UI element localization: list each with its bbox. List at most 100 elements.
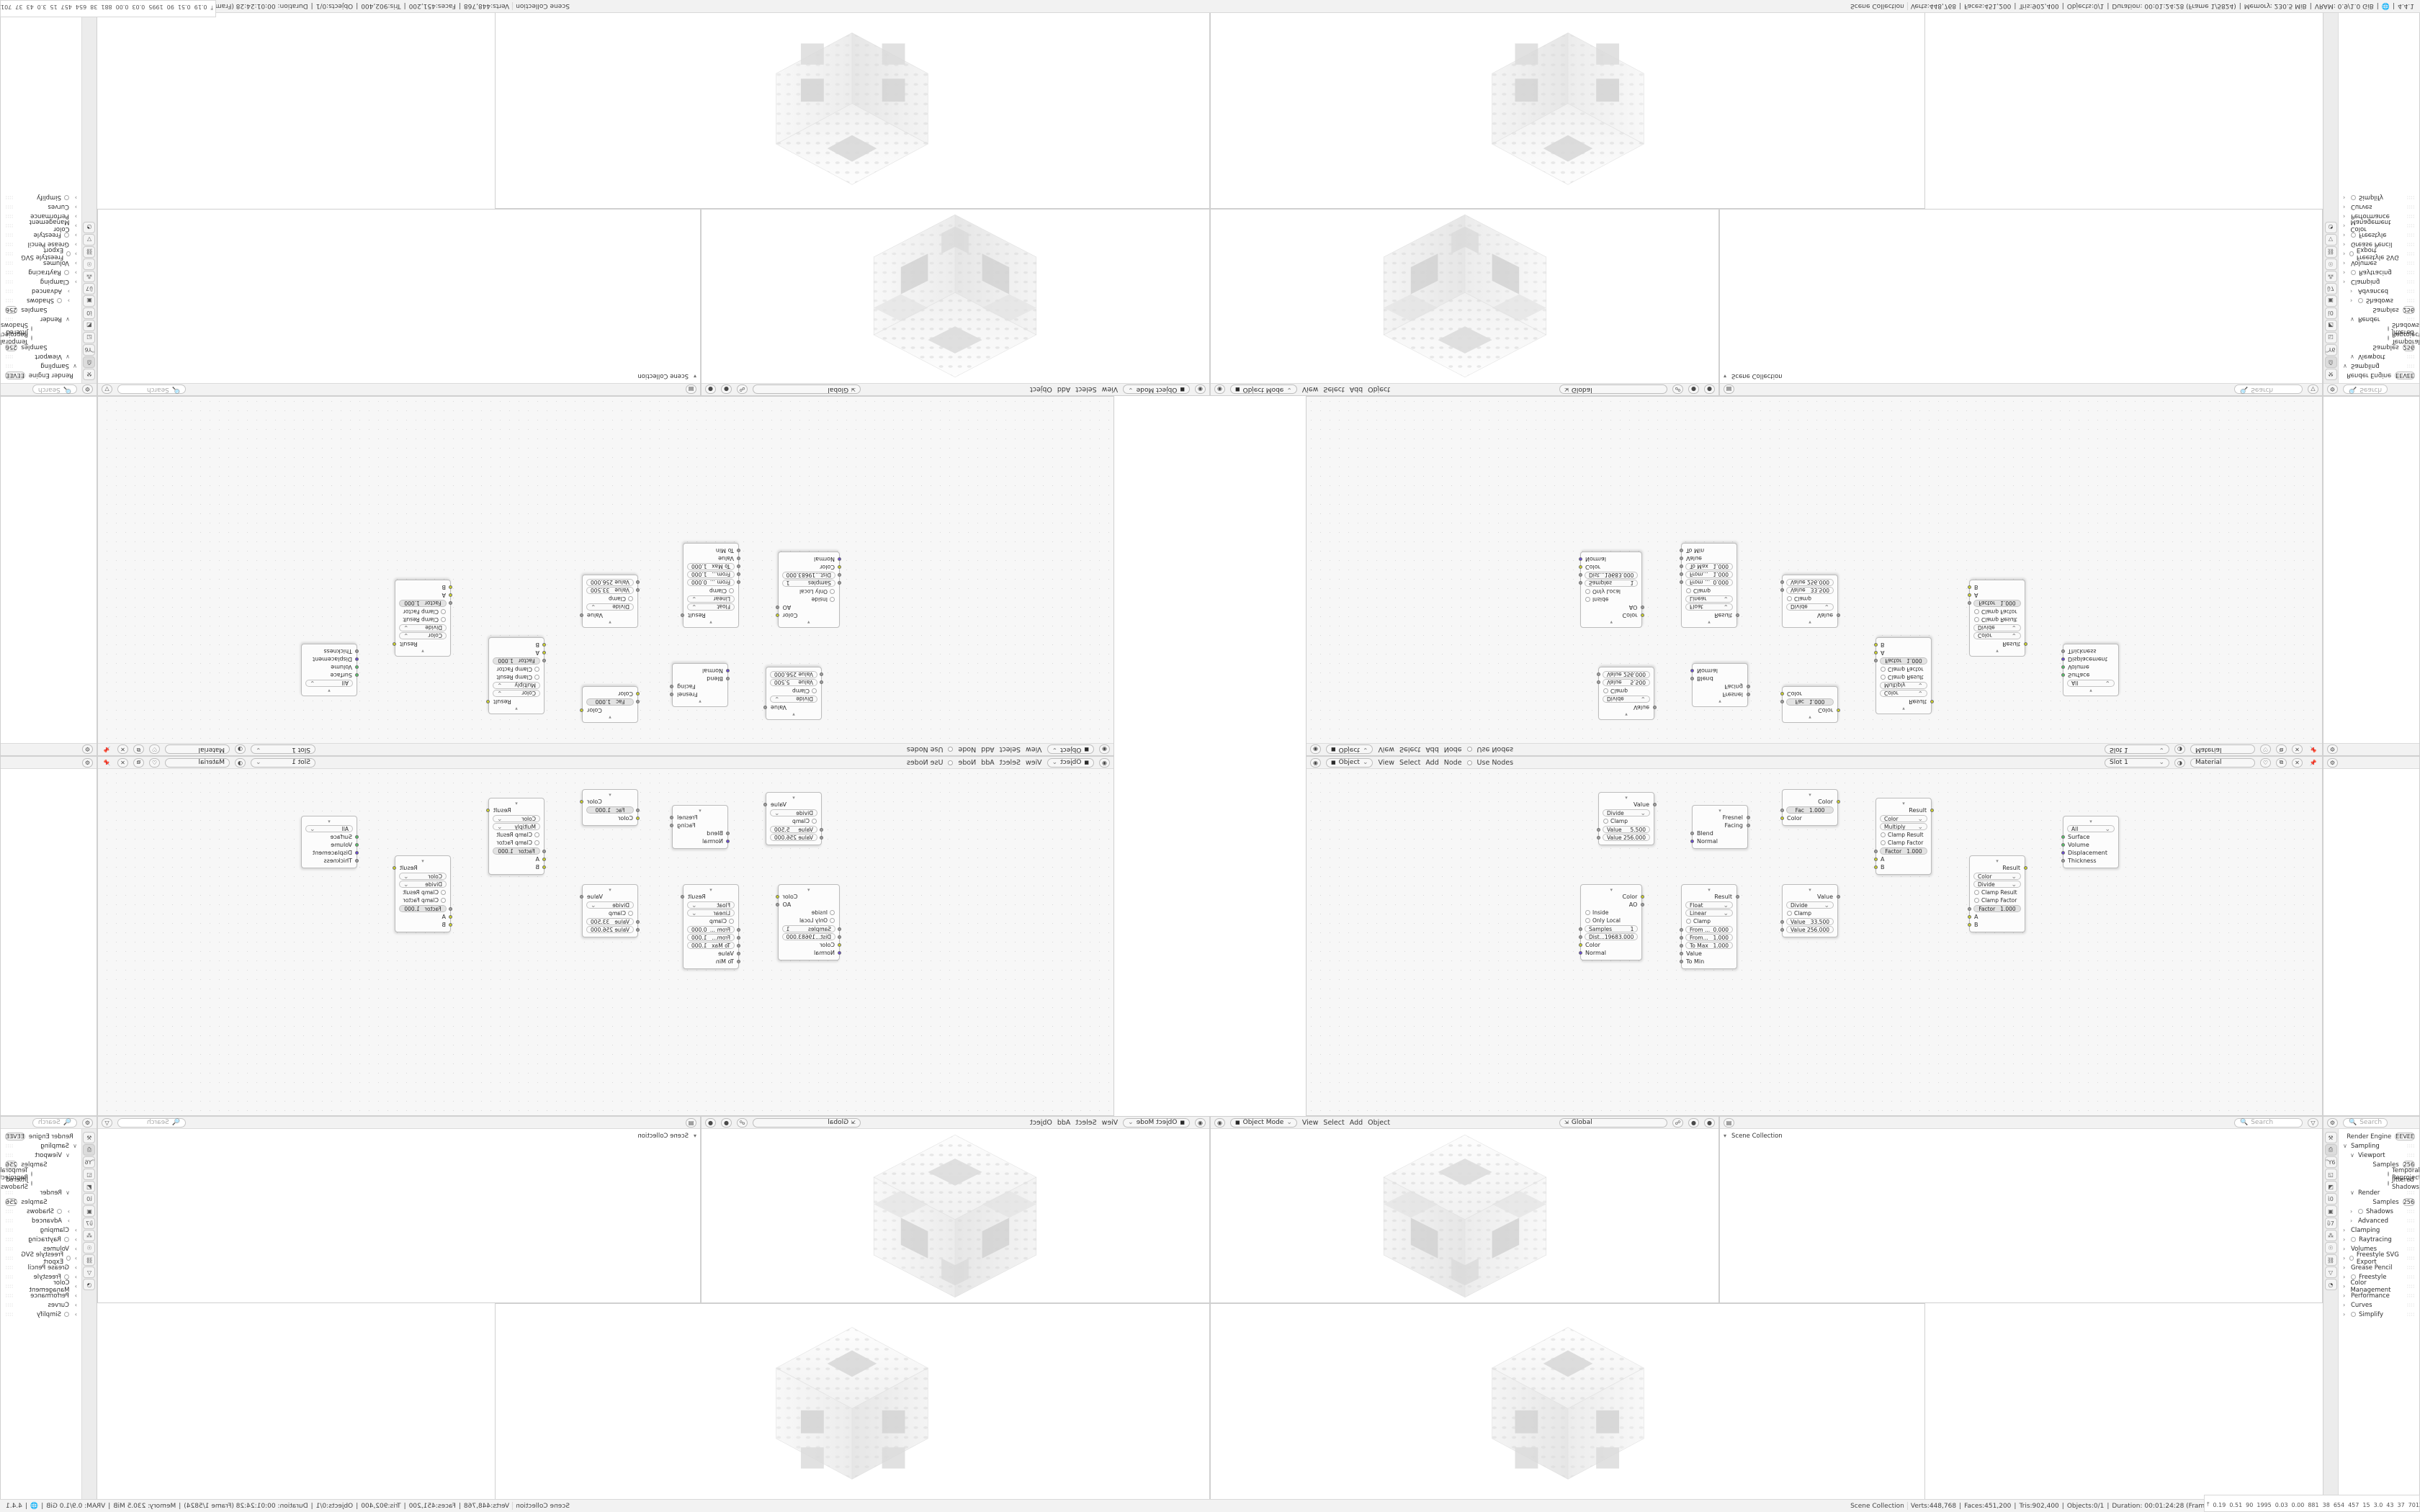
node-output-socket[interactable]: Facing bbox=[670, 822, 727, 829]
node-fresnel-layerweight[interactable]: ▾ Fresnel Facing Blend Normal bbox=[670, 663, 730, 707]
node-menu-add[interactable]: Add bbox=[981, 758, 995, 767]
node-dropdown[interactable]: Multiply bbox=[493, 823, 540, 830]
node-dropdown[interactable]: Color bbox=[1973, 632, 2021, 639]
node-dropdown[interactable]: Float bbox=[1685, 901, 1733, 909]
properties-search-input[interactable]: 🔍 Search bbox=[32, 1117, 77, 1128]
node-checkbox[interactable]: Clamp bbox=[766, 687, 821, 695]
duplicate-material-icon[interactable]: ⧉ bbox=[2276, 757, 2287, 768]
properties-tab-particles-icon[interactable]: ⁂ bbox=[83, 1230, 96, 1241]
node-menu-add[interactable]: Add bbox=[981, 745, 995, 754]
pin-icon[interactable]: 📌 bbox=[103, 746, 111, 753]
node-input-socket[interactable]: Normal bbox=[673, 667, 730, 675]
pin-icon[interactable]: 📌 bbox=[2309, 759, 2317, 766]
node-checkbox[interactable]: Inside bbox=[779, 909, 839, 917]
node-ambient-occlusion[interactable]: ▾ Color AO Inside Only Local Samples 1 Dist... 1… bbox=[776, 884, 842, 960]
proportional-edit-icon[interactable]: ● bbox=[1688, 1117, 1699, 1128]
node-input-socket[interactable]: Thickness bbox=[302, 647, 359, 655]
disclosure-icon[interactable]: › bbox=[2343, 213, 2346, 220]
node-dropdown[interactable]: Color bbox=[493, 815, 540, 822]
node-dropdown[interactable]: Color bbox=[399, 632, 447, 639]
panel-freestyle[interactable]: › Freestyle ∷∷ bbox=[2343, 1272, 2415, 1282]
viewport-menu-select[interactable]: Select bbox=[1075, 1118, 1097, 1127]
panel-sampling[interactable]: ∨ Sampling ∷∷ bbox=[2343, 1141, 2415, 1151]
disclosure-icon[interactable]: › bbox=[74, 1274, 77, 1280]
node-output-socket[interactable]: Color bbox=[1581, 611, 1644, 619]
disclosure-icon[interactable]: › bbox=[2350, 1208, 2353, 1215]
viewport-menu-add[interactable]: Add bbox=[1349, 385, 1363, 394]
node-input-socket[interactable]: Value bbox=[1679, 950, 1736, 958]
node-dropdown[interactable]: Divide bbox=[586, 603, 634, 611]
node-collapse-icon[interactable]: ▾ bbox=[328, 818, 331, 824]
checkbox-icon[interactable] bbox=[1974, 890, 1979, 895]
properties-tab-world-icon[interactable]: ἱ0 bbox=[2324, 307, 2337, 319]
node-editor-icon[interactable]: ◉ bbox=[1310, 757, 1321, 768]
node-dropdown[interactable]: Divide bbox=[1973, 624, 2021, 631]
viewport-menu-select[interactable]: Select bbox=[1323, 385, 1345, 394]
panel-checkbox[interactable] bbox=[2351, 270, 2356, 275]
node-value-field[interactable]: Factor 1.000 bbox=[1873, 657, 1927, 665]
node-input-socket[interactable]: B bbox=[395, 583, 453, 591]
checkbox-icon[interactable] bbox=[2388, 336, 2389, 341]
outliner-editor-icon[interactable]: ▤ bbox=[686, 384, 696, 395]
properties-tab-object-icon[interactable]: ▣ bbox=[83, 295, 96, 307]
node-output-socket[interactable]: Value bbox=[1599, 801, 1657, 809]
node-collapse-icon[interactable]: ▾ bbox=[1996, 648, 1999, 654]
panel-checkbox[interactable] bbox=[2351, 233, 2356, 238]
properties-editor-icon-2[interactable]: ⚙ bbox=[82, 1117, 93, 1128]
material-browse-icon[interactable]: ◑ bbox=[2174, 757, 2185, 768]
disclosure-icon[interactable]: ∨ bbox=[2350, 316, 2354, 323]
node-collapse-icon[interactable]: ▾ bbox=[1809, 791, 1811, 798]
node-dropdown[interactable]: Divide bbox=[1786, 901, 1834, 909]
duplicate-material-icon[interactable]: ⧉ bbox=[133, 744, 144, 755]
outliner-row-scene-collection[interactable]: ▾ Scene Collection bbox=[102, 372, 696, 381]
panel-curves[interactable]: › Curves ∷∷ bbox=[5, 202, 77, 212]
node-output-socket[interactable]: Color bbox=[1581, 893, 1644, 901]
node-checkbox[interactable]: Clamp Factor bbox=[395, 608, 450, 616]
properties-tab-modifier-icon[interactable]: ὒ7 bbox=[83, 1218, 96, 1229]
properties-tab-world-icon[interactable]: ἱ0 bbox=[83, 307, 96, 319]
node-material-output[interactable]: ▾ All Surface Volume Displacement Thickness bbox=[2061, 644, 2119, 696]
panel-raytracing[interactable]: › Raytracing ∷∷ bbox=[2343, 268, 2415, 277]
panel-viewport[interactable]: ∨ Viewport ∷∷ bbox=[2343, 352, 2415, 361]
node-value-field[interactable]: Samples 1 bbox=[781, 580, 842, 587]
panel-simplify[interactable]: › Simplify ∷∷ bbox=[2343, 193, 2415, 202]
unlink-material-icon[interactable]: ✕ bbox=[2292, 757, 2303, 768]
checkbox-icon[interactable] bbox=[534, 840, 539, 845]
node-input-socket[interactable]: Volume bbox=[302, 841, 359, 849]
node-value-field[interactable]: Value 256.000 bbox=[770, 671, 824, 678]
viewport-menu-object[interactable]: Object bbox=[1029, 1118, 1052, 1127]
material-browse-icon[interactable]: ◑ bbox=[235, 757, 246, 768]
transform-orientation-selector[interactable]: ⇲ Global bbox=[753, 384, 861, 395]
node-dropdown[interactable]: All bbox=[2067, 680, 2115, 687]
node-collapse-icon[interactable]: ▾ bbox=[1902, 800, 1905, 806]
properties-tab-view-layer-icon[interactable]: ◱ bbox=[2324, 332, 2337, 343]
disclosure-icon[interactable]: ∨ bbox=[2350, 1189, 2354, 1196]
panel-shadows[interactable]: › Shadows ∷∷ bbox=[2343, 296, 2415, 305]
node-input-socket[interactable]: Volume bbox=[2061, 663, 2118, 671]
node-input-socket[interactable]: To Min bbox=[1679, 958, 1736, 966]
checkbox-icon[interactable] bbox=[2388, 1171, 2389, 1176]
disclosure-icon[interactable]: › bbox=[74, 1236, 77, 1243]
render-properties-panel[interactable]: Render Engine EEVEE ⌄ ∨ Sampling ∷∷ ∨ Vie… bbox=[2339, 1129, 2419, 1511]
outliner-search-input[interactable]: 🔍 Search bbox=[2234, 1117, 2303, 1128]
checkbox-icon[interactable] bbox=[812, 819, 817, 824]
panel-clamping[interactable]: › Clamping ∷∷ bbox=[5, 1225, 77, 1235]
properties-tab-particles-icon[interactable]: ⁂ bbox=[2324, 1230, 2337, 1241]
properties-tab-particles-icon[interactable]: ⁂ bbox=[2324, 271, 2337, 282]
node-canvas-top[interactable]: ▾ValueDivideClampValue5.500Value256.000▾… bbox=[1307, 397, 2322, 743]
node-value-field[interactable]: Factor 1.000 bbox=[493, 847, 547, 855]
panel-simplify[interactable]: › Simplify ∷∷ bbox=[5, 1310, 77, 1319]
node-value-field[interactable]: Value 33.500 bbox=[1780, 587, 1834, 594]
interaction-mode-selector[interactable]: ■ Object Mode bbox=[1230, 384, 1297, 395]
node-output-socket[interactable]: Result bbox=[681, 893, 738, 901]
node-value-field[interactable]: Value 256.000 bbox=[586, 926, 640, 933]
disclosure-icon[interactable]: ∨ bbox=[66, 1152, 70, 1158]
node-dropdown[interactable]: Multiply bbox=[1880, 682, 1927, 689]
transform-orientation-selector[interactable]: ⇲ Global bbox=[753, 1117, 861, 1128]
properties-tab-particles-icon[interactable]: ⁂ bbox=[83, 271, 96, 282]
viewport-menu-view[interactable]: View bbox=[1301, 385, 1319, 394]
panel-checkbox[interactable] bbox=[64, 233, 69, 238]
shading-solid-icon[interactable]: ● bbox=[705, 1117, 716, 1128]
node-checkbox[interactable]: Clamp Factor bbox=[1876, 839, 1931, 847]
filter-icon[interactable]: ▽ bbox=[2308, 384, 2318, 395]
